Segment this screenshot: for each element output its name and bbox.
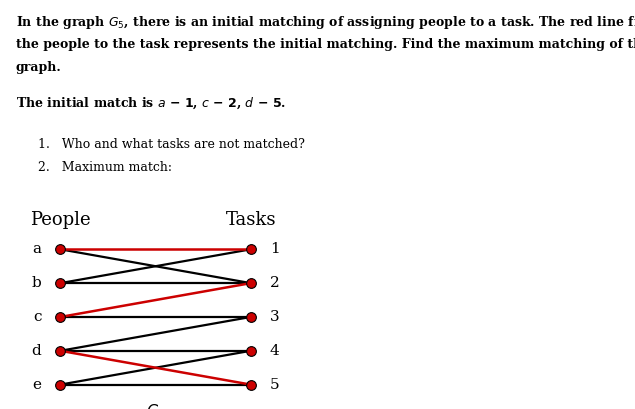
Text: 2.   Maximum match:: 2. Maximum match: <box>38 161 172 174</box>
Text: 5: 5 <box>270 378 279 391</box>
Text: In the graph $G_5$, there is an initial matching of assigning people to a task. : In the graph $G_5$, there is an initial … <box>16 14 635 31</box>
Text: 4: 4 <box>270 344 279 358</box>
Text: a: a <box>32 242 41 256</box>
Text: d: d <box>32 344 41 358</box>
Text: 3: 3 <box>270 310 279 324</box>
Text: the people to the task represents the initial matching. Find the maximum matchin: the people to the task represents the in… <box>16 38 635 51</box>
Text: 1: 1 <box>270 242 279 256</box>
Text: 1.   Who and what tasks are not matched?: 1. Who and what tasks are not matched? <box>38 138 305 151</box>
Text: Tasks: Tasks <box>225 211 276 229</box>
Text: graph.: graph. <box>16 61 62 74</box>
Text: People: People <box>30 211 91 229</box>
Text: The initial match is $\mathbf{\it{a}}$ $\mathbf{-}$ $\mathbf{1}$, $\mathbf{\it{c: The initial match is $\mathbf{\it{a}}$ $… <box>16 96 286 111</box>
Text: c: c <box>33 310 41 324</box>
Text: 2: 2 <box>270 276 279 290</box>
Text: $G_5$: $G_5$ <box>146 402 165 409</box>
Text: e: e <box>32 378 41 391</box>
Text: b: b <box>32 276 41 290</box>
